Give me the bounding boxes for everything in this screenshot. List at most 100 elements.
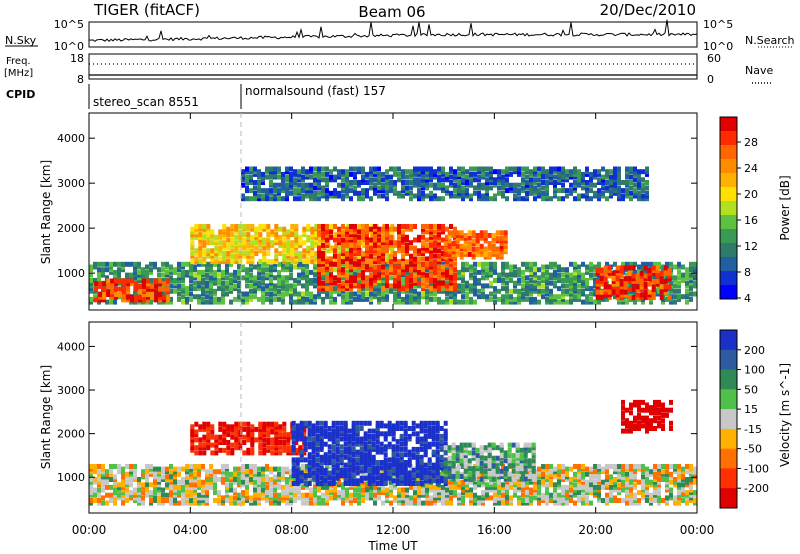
power-cell: [689, 261, 693, 267]
power-cell: [353, 291, 357, 297]
power-cell: [643, 281, 648, 287]
power-cell: [390, 245, 395, 251]
power-cell: [433, 193, 437, 199]
power-cell: [557, 166, 561, 172]
velocity-cell: [597, 471, 601, 477]
velocity-cell: [449, 484, 453, 490]
velocity-cell: [221, 464, 225, 469]
power-cell: [353, 171, 357, 177]
power-cell: [437, 242, 441, 248]
power-cell: [257, 267, 261, 273]
velocity-cell: [245, 495, 249, 501]
power-cell: [293, 171, 297, 177]
power-cell: [317, 196, 321, 202]
power-cell: [266, 226, 271, 232]
power-cell: [465, 169, 469, 175]
power-cell: [361, 188, 365, 194]
velocity-cell: [609, 490, 613, 496]
velocity-cell: [253, 487, 257, 493]
velocity-cell: [313, 492, 317, 498]
velocity-cell: [225, 464, 229, 469]
power-cell: [463, 235, 468, 241]
power-cell: [293, 190, 297, 196]
power-cell: [481, 286, 485, 292]
velocity-cell: [549, 479, 553, 485]
power-cell: [393, 296, 397, 302]
power-cell: [585, 267, 589, 273]
power-cell: [537, 177, 541, 183]
power-cell: [138, 297, 143, 303]
power-cell: [429, 288, 433, 294]
power-cell: [425, 256, 429, 262]
power-cell: [369, 278, 373, 283]
power-cell: [122, 297, 127, 303]
power-cell: [561, 171, 565, 177]
velocity-cell: [97, 487, 101, 493]
velocity-cell: [405, 490, 409, 496]
power-cell: [657, 291, 661, 297]
power-cell: [278, 251, 283, 256]
power-cell: [471, 251, 476, 257]
velocity-cell: [145, 477, 149, 482]
power-cell: [202, 251, 207, 256]
power-cell: [333, 237, 337, 243]
power-cell: [599, 281, 604, 287]
power-cell: [393, 240, 397, 246]
power-cell: [113, 269, 117, 275]
power-cell: [314, 251, 319, 256]
power-cell: [298, 234, 303, 240]
power-cell: [599, 295, 604, 301]
velocity-cell: [597, 477, 601, 482]
power-cell: [313, 267, 317, 273]
power-cell: [635, 295, 640, 301]
power-cell: [637, 180, 641, 185]
velocity-cell: [341, 490, 345, 496]
power-cell: [345, 229, 349, 235]
power-cell: [369, 256, 373, 262]
power-cell: [293, 177, 297, 183]
power-cell: [497, 272, 501, 278]
power-cell: [449, 269, 453, 275]
power-cell: [241, 264, 245, 270]
power-cell: [246, 234, 251, 240]
power-cell: [503, 238, 508, 244]
power-cell: [629, 180, 633, 185]
velocity-cell: [581, 495, 585, 501]
velocity-cell: [281, 490, 285, 496]
power-cell: [258, 224, 263, 229]
power-cell: [206, 237, 211, 243]
power-cell: [261, 275, 265, 281]
power-cell: [425, 272, 429, 278]
power-cell: [341, 283, 345, 289]
power-cell: [325, 171, 329, 177]
power-cell: [309, 174, 313, 180]
power-cell: [637, 171, 641, 177]
power-cell: [165, 261, 169, 267]
power-cell: [250, 253, 255, 259]
power-cell: [553, 294, 557, 300]
power-cell: [305, 188, 309, 194]
power-cell: [337, 193, 341, 199]
velocity-cell: [181, 500, 185, 506]
power-cell: [270, 232, 275, 238]
power-cell: [181, 294, 185, 300]
velocity-cell: [197, 495, 201, 501]
power-cell: [467, 251, 472, 257]
velocity-cell: [225, 487, 229, 493]
power-cell: [305, 272, 309, 278]
velocity-cell: [621, 479, 625, 485]
power-cell: [221, 283, 225, 289]
power-cell: [109, 264, 113, 270]
power-cell: [226, 232, 231, 238]
velocity-cell: [545, 482, 549, 488]
power-cell: [437, 169, 441, 175]
power-cell: [429, 229, 433, 235]
power-cell: [313, 185, 317, 191]
power-cell: [353, 185, 357, 191]
nave-tick-top: 60: [707, 52, 721, 65]
power-cell: [433, 261, 437, 267]
velocity-cell: [537, 469, 541, 475]
power-cell: [445, 275, 449, 281]
power-cell: [561, 291, 565, 297]
velocity-cell: [221, 495, 225, 501]
